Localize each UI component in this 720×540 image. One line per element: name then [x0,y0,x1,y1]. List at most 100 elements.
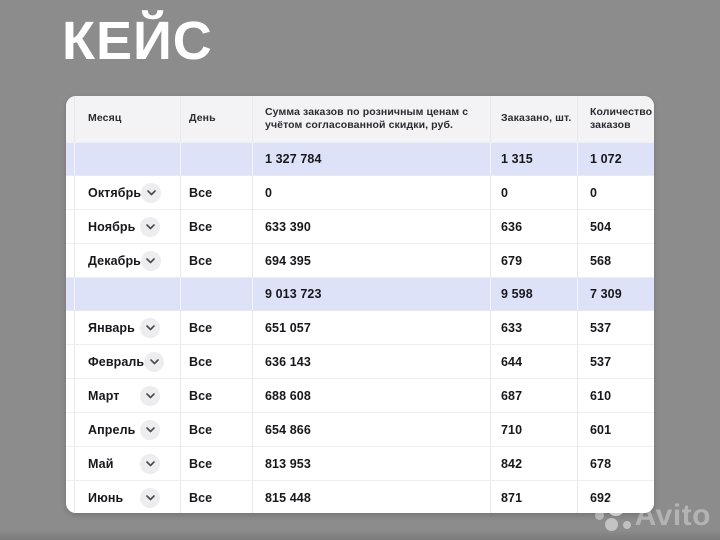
table-row: Декабрь Все 694 395 679 568 [66,244,654,278]
row-gutter [66,345,74,378]
month-dropdown-button[interactable] [140,487,160,508]
day-cell: Все [180,447,252,480]
sum-cell: 9 013 723 [252,278,490,310]
chevron-down-icon [145,426,155,432]
count-cell: 568 [577,244,654,277]
ordered-cell: 9 598 [490,278,577,310]
count-cell: 537 [577,345,654,378]
month-cell: Июнь [74,481,180,513]
row-gutter [66,311,74,344]
table-row: Апрель Все 654 866 710 601 [66,413,654,447]
row-gutter [66,481,74,513]
month-label: Октябрь [88,185,142,200]
ordered-cell: 633 [490,311,577,344]
chevron-down-icon [145,494,155,500]
header-count: Количество заказов [577,96,654,142]
summary-row: 1 327 784 1 315 1 072 [66,143,654,176]
month-label: Май [88,456,114,471]
page-title: КЕЙС [62,11,213,71]
chevron-down-icon [146,189,156,195]
ordered-cell: 871 [490,481,577,513]
sum-cell: 636 143 [252,345,490,378]
chevron-down-icon [145,324,155,330]
day-cell: Все [180,244,252,277]
month-cell: Апрель [74,413,180,446]
table-row: Февраль Все 636 143 644 537 [66,345,654,379]
ordered-cell: 710 [490,413,577,446]
count-cell: 601 [577,413,654,446]
month-cell: Май [74,447,180,480]
day-cell: Все [180,311,252,344]
month-dropdown-button[interactable] [141,182,162,203]
avito-logo-icon [594,497,635,535]
count-cell: 0 [577,176,654,209]
ordered-cell: 842 [490,447,577,480]
month-cell [74,143,180,175]
table-row: Май Все 813 953 842 678 [66,447,654,481]
day-cell: Все [180,176,252,209]
month-cell: Декабрь [74,244,180,277]
row-gutter [66,244,74,277]
month-cell: Октябрь [74,176,180,209]
header-month: Месяц [74,96,180,142]
summary-row: 9 013 723 9 598 7 309 [66,278,654,311]
month-dropdown-button[interactable] [140,250,161,271]
month-dropdown-button[interactable] [140,317,160,338]
month-dropdown-button[interactable] [140,419,160,440]
month-label: Апрель [88,422,136,437]
sum-cell: 0 [252,176,490,209]
row-gutter [66,379,74,412]
month-dropdown-button[interactable] [140,385,160,406]
ordered-cell: 644 [490,345,577,378]
sum-cell: 654 866 [252,413,490,446]
chevron-down-icon [146,257,156,263]
avito-watermark: Avito [594,497,711,535]
count-cell: 1 072 [577,143,654,175]
month-cell: Январь [74,311,180,344]
row-gutter [66,447,74,480]
sum-cell: 694 395 [252,244,490,277]
ordered-cell: 679 [490,244,577,277]
count-cell: 678 [577,447,654,480]
sum-cell: 813 953 [252,447,490,480]
row-gutter [66,210,74,243]
count-cell: 610 [577,379,654,412]
row-gutter [66,143,74,175]
table-row: Ноябрь Все 633 390 636 504 [66,210,654,244]
day-cell: Все [180,481,252,513]
orders-table: Месяц День Сумма заказов по розничным це… [66,96,654,513]
count-cell: 7 309 [577,278,654,310]
row-gutter [66,413,74,446]
avito-wordmark: Avito [634,499,711,532]
month-cell: Март [74,379,180,412]
sum-cell: 633 390 [252,210,490,243]
chevron-down-icon [145,460,155,466]
chevron-down-icon [145,392,155,398]
day-cell [180,143,252,175]
month-cell: Ноябрь [74,210,180,243]
month-label: Июнь [88,490,124,505]
header-day: День [180,96,252,142]
sum-cell: 651 057 [252,311,490,344]
chevron-down-icon [149,358,159,364]
table-header-row: Месяц День Сумма заказов по розничным це… [66,96,654,143]
header-ordered: Заказано, шт. [490,96,577,142]
ordered-cell: 636 [490,210,577,243]
table-row: Январь Все 651 057 633 537 [66,311,654,345]
table-row: Июнь Все 815 448 871 692 [66,481,654,513]
row-gutter [66,176,74,209]
month-dropdown-button[interactable] [144,351,165,372]
table-row: Октябрь Все 0 0 0 [66,176,654,210]
sum-cell: 1 327 784 [252,143,490,175]
month-dropdown-button[interactable] [140,453,160,474]
month-cell [74,278,180,310]
day-cell: Все [180,345,252,378]
month-label: Март [88,388,120,403]
count-cell: 692 [577,481,654,513]
count-cell: 504 [577,210,654,243]
header-sum: Сумма заказов по розничным ценам с учёто… [252,96,490,142]
day-cell: Все [180,379,252,412]
month-cell: Февраль [74,345,180,378]
chevron-down-icon [145,223,155,229]
month-dropdown-button[interactable] [140,216,160,237]
